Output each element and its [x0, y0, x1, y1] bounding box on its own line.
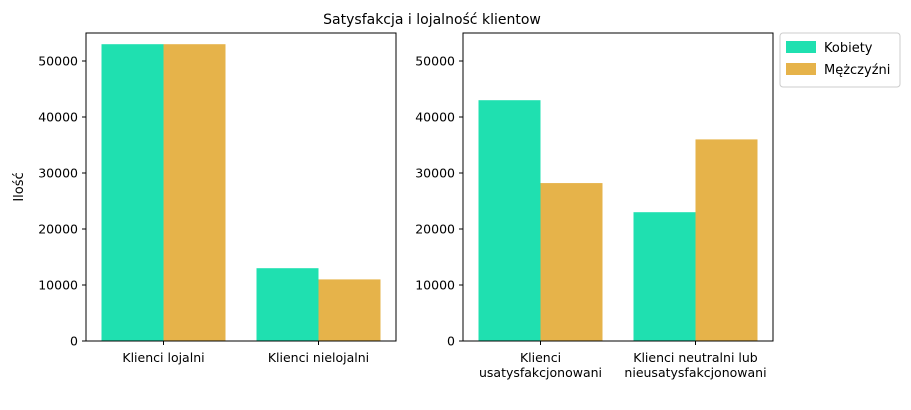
x-tick-label: Klienci lojalni — [122, 350, 204, 365]
figure-title: Satysfakcja i lojalność klientow — [323, 12, 541, 28]
y-tick-label: 20000 — [38, 222, 78, 237]
bar-2-m-czy-ni-1 — [540, 183, 603, 341]
y-tick-label: 0 — [70, 334, 78, 349]
bar-1-m-czy-ni-1 — [163, 44, 226, 341]
y-tick-label: 10000 — [38, 278, 78, 293]
y-tick-label: 50000 — [38, 54, 78, 69]
x-tick-label: Klienci usatysfakcjonowani — [479, 350, 602, 380]
x-tick-label: Klienci neutralni lub nieusatysfakcjonowa… — [624, 350, 766, 380]
legend-label: Kobiety — [824, 41, 873, 56]
y-tick-label: 20000 — [415, 222, 455, 237]
y-tick-label: 10000 — [415, 278, 455, 293]
chart-panel-2: 0 10000 20000 30000 40000 50000 Klienci usatysf… — [415, 32, 774, 380]
y-tick-label: 40000 — [38, 110, 78, 125]
y-tick-label: 50000 — [415, 54, 455, 69]
legend-swatch — [786, 41, 816, 53]
y-tick-label: 30000 — [38, 166, 78, 181]
x-tick-label: Klienci nielojalni — [268, 350, 369, 365]
axes-frame — [462, 32, 774, 342]
y-axis-label: Ilość — [12, 172, 27, 201]
bar-2-kobiety-1 — [478, 100, 541, 341]
bar-1-kobiety-1 — [101, 44, 164, 341]
legend: Kobiety Mężczyźni — [779, 32, 901, 88]
y-tick-label: 40000 — [415, 110, 455, 125]
chart-panel-1: 0 10000 20000 30000 40000 50000 Klienci lojaln… — [12, 32, 397, 365]
y-tick-label: 30000 — [415, 166, 455, 181]
axes-frame — [85, 32, 397, 342]
legend-swatch — [786, 63, 816, 75]
y-tick-label: 0 — [447, 334, 455, 349]
legend-label: Mężczyźni — [824, 63, 890, 78]
bar-1-m-czy-ni-2 — [318, 279, 381, 341]
bar-2-kobiety-2 — [633, 212, 696, 341]
bar-1-kobiety-2 — [256, 268, 319, 341]
bar-2-m-czy-ni-2 — [695, 139, 758, 341]
